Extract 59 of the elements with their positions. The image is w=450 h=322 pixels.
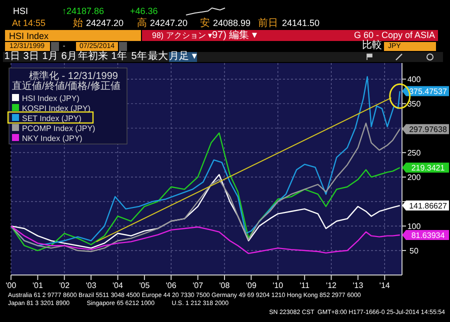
legend-label: PCOMP Index (JPY) bbox=[22, 124, 96, 133]
x-tick-label: '07 bbox=[192, 281, 204, 290]
text: 5年 bbox=[131, 50, 147, 62]
text: 1月 bbox=[42, 51, 58, 62]
legend-label: NKY Index (JPY) bbox=[22, 134, 83, 143]
text: 始 bbox=[73, 18, 83, 29]
x-tick-label: '11 bbox=[300, 281, 310, 290]
legend-title: 標準化 - 12/31/1999 直近値/終値/価格/修正値 bbox=[12, 70, 120, 92]
line-series bbox=[10, 225, 400, 254]
x-tick-label: '08 bbox=[219, 281, 230, 290]
text: 3日 bbox=[23, 51, 39, 62]
y-tick-label: 100 bbox=[407, 222, 422, 232]
legend-label: HSI Index (JPY) bbox=[22, 94, 80, 103]
x-tick-label: '12 bbox=[326, 281, 338, 290]
text: At 14:55 bbox=[12, 18, 46, 28]
text: 年初来 bbox=[78, 50, 108, 62]
text: 前日 bbox=[258, 17, 278, 29]
text: HSI bbox=[13, 6, 28, 16]
text: 比較 bbox=[362, 39, 382, 51]
text: 97) 編集 ▾ bbox=[212, 29, 258, 41]
data-label: 141.86627 bbox=[409, 202, 448, 211]
y-tick-label: 400 bbox=[407, 75, 422, 84]
x-tick-label: '09 bbox=[246, 281, 257, 290]
x-tick-label: '00 bbox=[6, 281, 17, 290]
text: 6月 bbox=[61, 51, 77, 62]
text: G 60 - Copy of ASIA bbox=[354, 30, 435, 40]
text: 高 bbox=[137, 17, 147, 29]
text: +46.36 bbox=[130, 6, 158, 16]
data-label: 297.97638 bbox=[409, 125, 448, 134]
x-tick-label: '02 bbox=[59, 281, 70, 290]
text: 1年 bbox=[111, 50, 127, 62]
x-tick-label: '13 bbox=[352, 281, 364, 290]
text: 24088.99 bbox=[213, 18, 251, 28]
chart-title: HSI Index bbox=[9, 31, 50, 41]
text: 98) アクション ▾ bbox=[152, 31, 212, 40]
text: 24247.20 bbox=[86, 18, 124, 28]
x-tick-label: '01 bbox=[32, 281, 44, 290]
y-tick-label: 200 bbox=[407, 173, 422, 182]
x-tick-label: '10 bbox=[272, 281, 284, 290]
x-tick-label: '14 bbox=[379, 281, 390, 290]
legend-label: SET Index (JPY) bbox=[22, 114, 82, 123]
data-label: 375.47537 bbox=[409, 87, 448, 96]
text: 24141.50 bbox=[282, 18, 320, 28]
data-label: 81.63934 bbox=[411, 231, 446, 240]
text: ↑24187.86 bbox=[62, 6, 104, 16]
text: 月足 ▾ bbox=[169, 51, 197, 62]
y-tick-label: 50 bbox=[410, 246, 419, 256]
line-series bbox=[10, 174, 400, 249]
x-tick-label: '04 bbox=[112, 281, 124, 290]
text: 24247.20 bbox=[150, 18, 188, 28]
y-tick-label: 350 bbox=[407, 100, 422, 109]
x-tick-label: '05 bbox=[139, 281, 150, 290]
y-tick-label: 250 bbox=[407, 148, 422, 158]
text: 1日 bbox=[4, 51, 20, 62]
text: 最大 bbox=[148, 50, 168, 62]
x-tick-label: '03 bbox=[86, 281, 97, 290]
x-tick-label: '06 bbox=[166, 281, 177, 290]
data-label: 219.3421 bbox=[411, 164, 446, 173]
text: 安 bbox=[200, 17, 210, 29]
